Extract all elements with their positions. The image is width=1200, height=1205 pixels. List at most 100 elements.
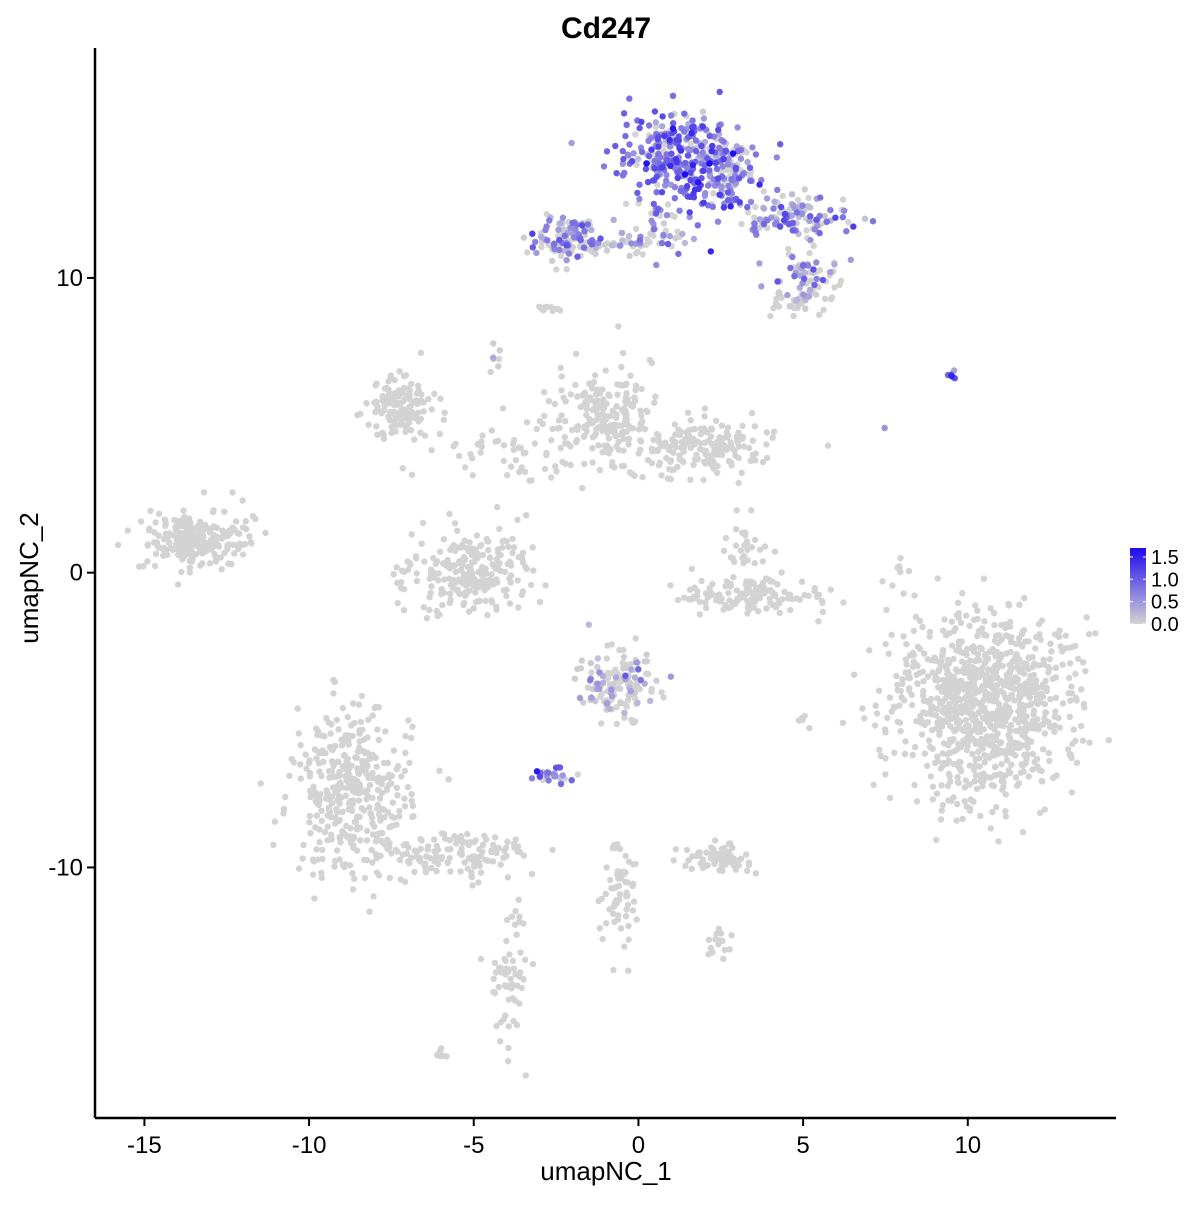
data-point — [321, 829, 329, 836]
data-point — [919, 692, 927, 699]
data-point — [628, 157, 636, 165]
data-point — [200, 489, 208, 496]
data-point — [660, 220, 667, 227]
data-point — [1041, 715, 1048, 722]
data-point — [323, 787, 330, 794]
data-point — [235, 545, 242, 553]
data-point — [569, 219, 576, 227]
data-point — [326, 807, 333, 814]
data-point — [926, 633, 933, 640]
data-point — [839, 214, 847, 221]
legend-tick-label: 0.5 — [1151, 592, 1179, 614]
data-point — [1051, 728, 1058, 735]
data-point — [318, 772, 325, 780]
data-point — [1065, 690, 1072, 697]
data-point — [433, 868, 440, 875]
data-point — [629, 403, 636, 410]
data-point — [735, 856, 743, 864]
data-point — [824, 442, 832, 449]
data-point — [817, 194, 824, 201]
data-point — [603, 247, 611, 254]
data-point — [510, 544, 518, 551]
data-point — [297, 761, 304, 768]
data-point — [957, 619, 965, 626]
data-point — [785, 245, 792, 253]
x-tick-label: -15 — [127, 1132, 162, 1159]
data-point — [1006, 661, 1013, 669]
data-point — [950, 760, 958, 768]
data-point — [671, 184, 679, 191]
data-point — [706, 132, 713, 140]
data-point — [794, 296, 801, 303]
data-point — [550, 770, 557, 778]
data-point — [347, 797, 354, 804]
data-point — [944, 667, 951, 674]
data-point — [655, 150, 662, 158]
data-point — [763, 195, 771, 202]
data-point — [1002, 808, 1009, 815]
data-point — [1042, 709, 1050, 716]
data-point — [186, 564, 194, 571]
data-point — [531, 440, 539, 447]
data-point — [674, 174, 681, 182]
data-point — [954, 599, 962, 606]
data-point — [618, 363, 625, 371]
data-point — [1039, 681, 1047, 688]
data-point — [358, 692, 366, 700]
data-point — [409, 723, 416, 730]
data-point — [357, 837, 364, 844]
data-point — [796, 596, 803, 603]
data-point — [380, 806, 388, 814]
data-point — [655, 432, 662, 439]
data-point — [679, 230, 686, 238]
data-point — [430, 836, 438, 843]
data-point — [1041, 806, 1048, 813]
data-point — [393, 784, 400, 791]
data-point — [995, 717, 1002, 724]
data-point — [1072, 694, 1080, 702]
data-point — [727, 852, 734, 860]
data-point — [946, 773, 953, 780]
data-point — [397, 876, 404, 883]
data-point — [667, 673, 674, 680]
data-point — [589, 685, 596, 693]
data-point — [1052, 708, 1059, 715]
data-point — [324, 823, 332, 830]
data-point — [532, 238, 539, 246]
data-point — [691, 584, 698, 591]
data-point — [507, 463, 515, 470]
data-point — [732, 452, 739, 460]
data-point — [1016, 601, 1023, 608]
data-point — [745, 444, 753, 452]
data-point — [674, 596, 682, 604]
data-point — [694, 222, 701, 229]
data-point — [509, 957, 517, 965]
data-point — [556, 246, 563, 254]
data-point — [400, 384, 408, 392]
data-point — [631, 694, 639, 702]
data-point — [328, 836, 335, 843]
data-point — [1019, 828, 1027, 836]
data-point — [1012, 727, 1020, 734]
data-point — [366, 804, 373, 811]
data-point — [503, 538, 510, 545]
data-point — [1059, 661, 1066, 668]
data-point — [621, 943, 628, 950]
data-point — [839, 719, 847, 726]
data-point — [890, 703, 898, 710]
data-point — [606, 423, 614, 430]
data-point — [403, 840, 410, 848]
data-point — [147, 507, 154, 515]
data-point — [729, 859, 737, 866]
data-point — [850, 223, 857, 230]
data-point — [500, 457, 507, 464]
data-point — [756, 216, 763, 223]
data-point — [417, 349, 425, 356]
data-point — [625, 435, 633, 442]
data-point — [977, 812, 984, 819]
data-point — [1047, 640, 1054, 647]
data-point — [548, 257, 556, 264]
data-point — [634, 189, 641, 197]
data-point — [976, 763, 983, 770]
data-point — [496, 964, 503, 971]
